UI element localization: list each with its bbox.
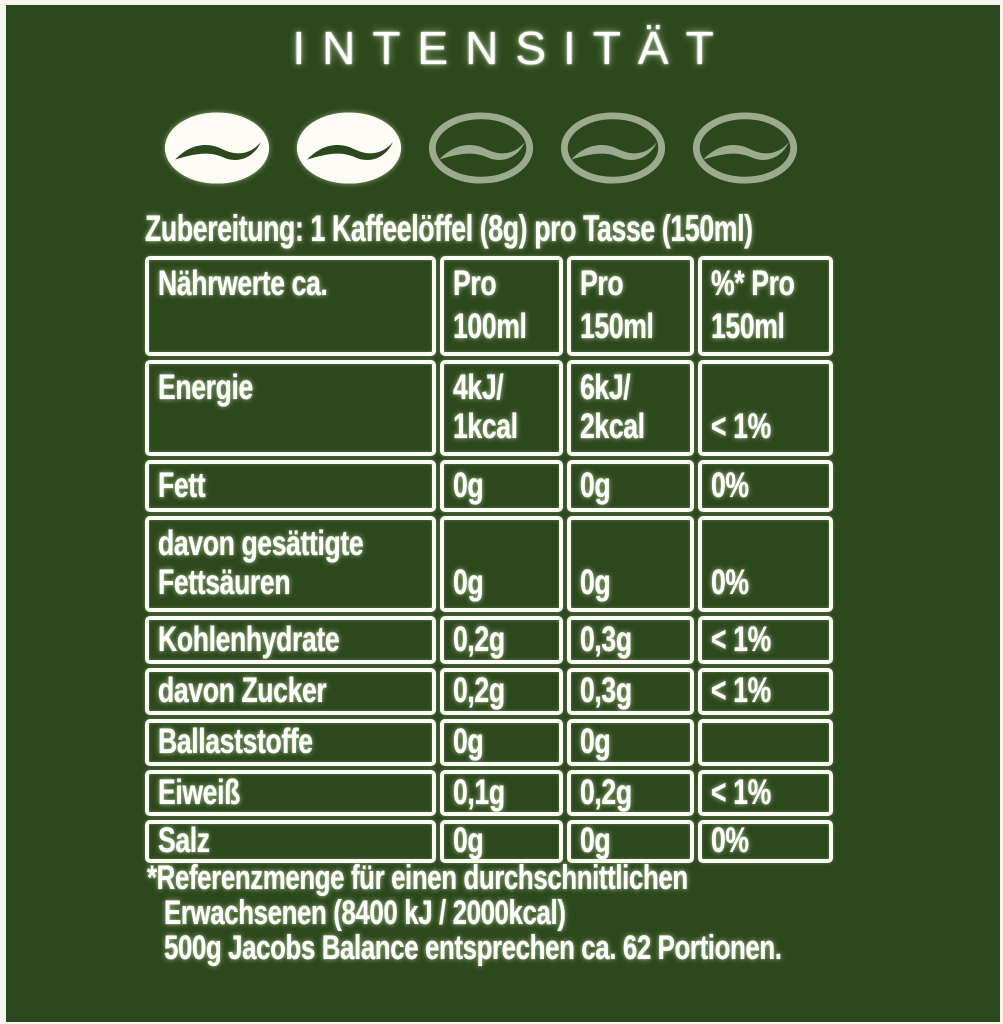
row-label-energie: Energie — [145, 360, 436, 456]
footnote-line-1: *Referenzmenge für einen durchschnittlic… — [147, 859, 688, 897]
value-gesaettigte-per-100ml: 0g — [440, 516, 563, 612]
nutrition-table: Nährwerte ca. Pro 100ml Pro 150ml %* Pro… — [145, 256, 833, 863]
label-panel: INTENSITÄT Zubereitung: 1 Kaffeelöffel (… — [6, 5, 1000, 1022]
coffee-bean-icon — [428, 112, 534, 184]
value-salz-percent: 0% — [698, 820, 833, 863]
value-energie-per-100ml: 4kJ/ 1kcal — [440, 360, 563, 456]
row-label-fett: Fett — [145, 460, 436, 512]
value-fett-per-100ml: 0g — [440, 460, 563, 512]
row-label-salz: Salz — [145, 820, 436, 863]
value-salz-per-150ml: 0g — [567, 820, 694, 863]
value-ballaststoffe-percent — [698, 719, 833, 766]
value-salz-per-100ml: 0g — [440, 820, 563, 863]
value-kohlenhydrate-per-100ml: 0,2g — [440, 616, 563, 664]
header-cell-per-100ml: Pro 100ml — [440, 256, 563, 356]
value-eiweiss-per-150ml: 0,2g — [567, 770, 694, 816]
preparation-label: Zubereitung: 1 Kaffeelöffel (8g) pro Tas… — [145, 208, 753, 249]
value-fett-percent: 0% — [698, 460, 833, 512]
coffee-bean-icon — [164, 112, 270, 184]
coffee-bean-icon — [560, 112, 666, 184]
intensity-title: INTENSITÄT — [292, 22, 731, 74]
row-label-gesaettigte-fettsaeuren: davon gesättigte Fettsäuren — [145, 516, 436, 612]
value-ballaststoffe-per-150ml: 0g — [567, 719, 694, 766]
value-zucker-per-150ml: 0,3g — [567, 668, 694, 715]
value-kohlenhydrate-per-150ml: 0,3g — [567, 616, 694, 664]
reference-footnote: *Referenzmenge für einen durchschnittlic… — [147, 861, 977, 966]
header-cell-percent-150ml: %* Pro 150ml — [698, 256, 833, 356]
value-gesaettigte-per-150ml: 0g — [567, 516, 694, 612]
intensity-bean-scale — [163, 111, 799, 185]
value-kohlenhydrate-percent: < 1% — [698, 616, 833, 664]
value-energie-percent: < 1% — [698, 360, 833, 456]
value-eiweiss-per-100ml: 0,1g — [440, 770, 563, 816]
row-label-kohlenhydrate: Kohlenhydrate — [145, 616, 436, 664]
footnote-line-3: 500g Jacobs Balance entsprechen ca. 62 P… — [164, 929, 782, 967]
value-zucker-percent: < 1% — [698, 668, 833, 715]
header-cell-per-150ml: Pro 150ml — [567, 256, 694, 356]
preparation-text: Zubereitung: 1 Kaffeelöffel (8g) pro Tas… — [145, 210, 989, 248]
value-gesaettigte-percent: 0% — [698, 516, 833, 612]
header-cell-nutrients: Nährwerte ca. — [145, 256, 436, 356]
value-ballaststoffe-per-100ml: 0g — [440, 719, 563, 766]
value-energie-per-150ml: 6kJ/ 2kcal — [567, 360, 694, 456]
row-label-ballaststoffe: Ballaststoffe — [145, 719, 436, 766]
value-eiweiss-percent: < 1% — [698, 770, 833, 816]
coffee-bean-icon — [692, 112, 798, 184]
footnote-line-2: Erwachsenen (8400 kJ / 2000kcal) — [164, 894, 566, 932]
value-zucker-per-100ml: 0,2g — [440, 668, 563, 715]
row-label-zucker: davon Zucker — [145, 668, 436, 715]
row-label-eiweiss: Eiweiß — [145, 770, 436, 816]
value-fett-per-150ml: 0g — [567, 460, 694, 512]
coffee-bean-icon — [296, 112, 402, 184]
